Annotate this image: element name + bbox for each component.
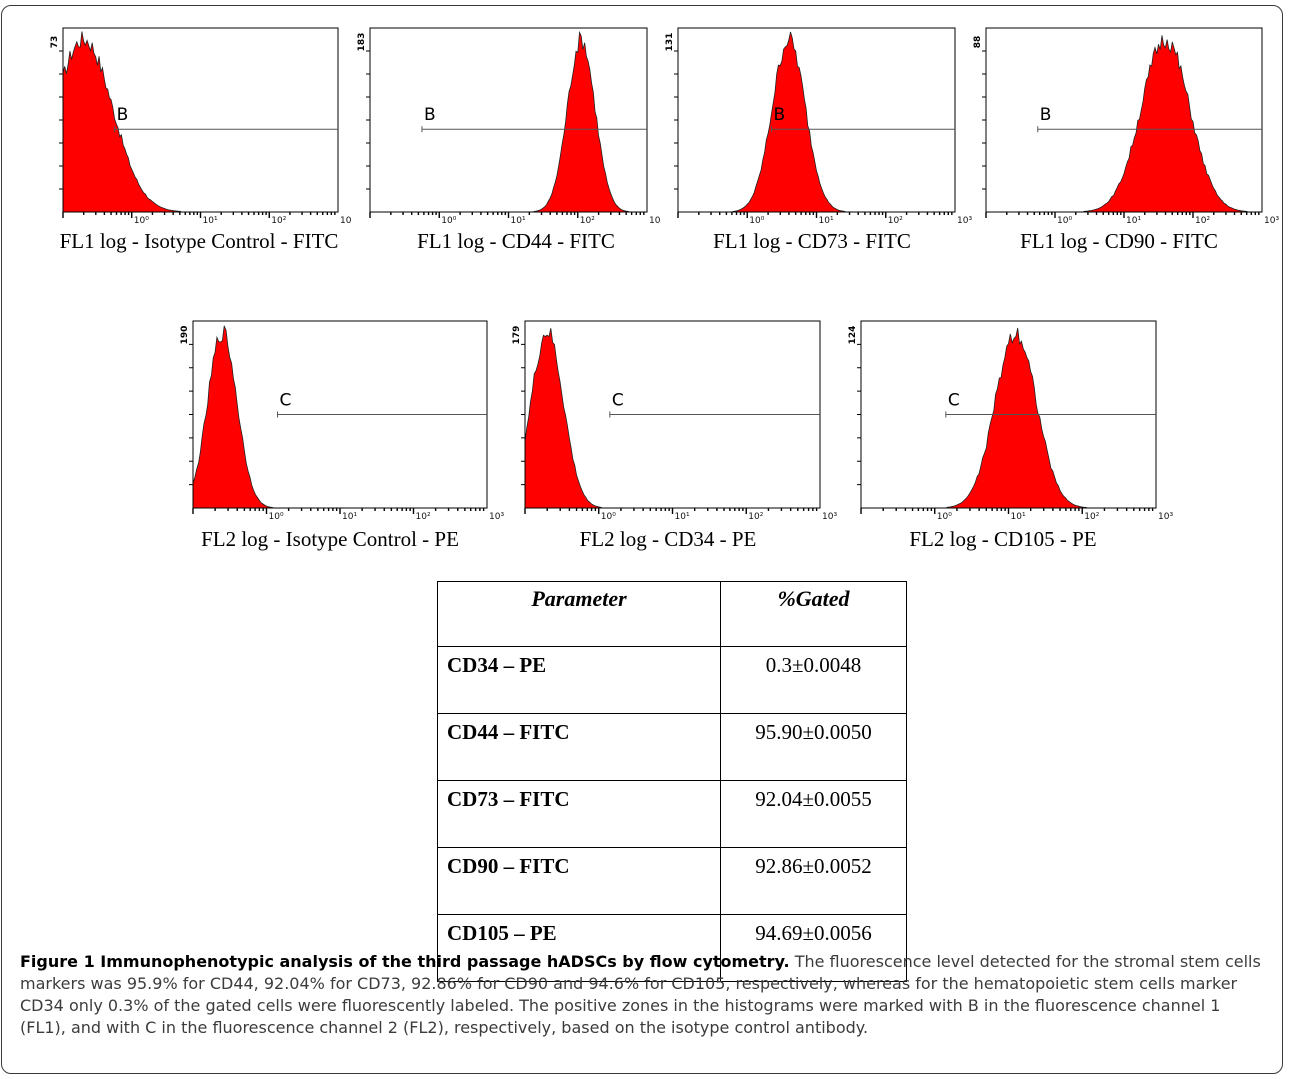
x-tick-label: 10² [271, 216, 286, 226]
panel-6-xlabel: FL2 log - CD34 - PE [579, 527, 757, 551]
histogram-panel-3: 131 10⁰ 10¹ 10² 10³ B [665, 27, 972, 226]
histogram-panels: 73 10⁰ 10¹ 10² 10 B 183 10⁰ 10¹ 10² 10 B 131 10⁰ 10¹ 10… [50, 27, 1279, 522]
panel-2-xlabel: FL1 log - CD44 - FITC [417, 229, 615, 253]
y-max-count-label: 73 [50, 36, 60, 49]
histogram-area [861, 327, 1156, 509]
x-tick-label: 10² [1195, 216, 1210, 226]
caption-body: The fluorescence level detected for the … [20, 952, 1261, 1037]
x-tick-label: 10¹ [342, 512, 357, 522]
x-tick-label: 10¹ [819, 216, 834, 226]
histogram-panel-1: 73 10⁰ 10¹ 10² 10 B [50, 27, 352, 226]
table-cell-parameter: CD90 – FITC [437, 847, 721, 915]
table-cell-parameter: CD73 – FITC [437, 780, 721, 848]
gate-label: B [773, 105, 785, 125]
table-cell-parameter: CD34 – PE [437, 646, 721, 714]
x-tick-label: 10⁰ [937, 512, 952, 522]
x-tick-label: 10² [580, 216, 595, 226]
panel-3-xlabel: FL1 log - CD73 - FITC [713, 229, 911, 253]
gating-results-table: Parameter %Gated CD34 – PE 0.3±0.0048 CD… [437, 581, 907, 982]
table-row: CD73 – FITC 92.04±0.0055 [437, 780, 907, 848]
table-row: CD90 – FITC 92.86±0.0052 [437, 847, 907, 915]
x-tick-label: 10⁰ [749, 216, 764, 226]
x-tick-label: 10³ [822, 512, 837, 522]
y-max-count-label: 179 [512, 326, 522, 345]
gate-label: C [612, 391, 624, 411]
figure-frame [1, 5, 1283, 1074]
table-cell-gated: 0.3±0.0048 [720, 646, 907, 714]
table-cell-parameter: CD105 – PE [437, 914, 721, 982]
histogram-panel-4: 88 10⁰ 10¹ 10² 10³ B [973, 27, 1279, 226]
x-tick-label: 10³ [1158, 512, 1173, 522]
x-tick-label: 10² [748, 512, 763, 522]
gate-label: C [280, 391, 292, 411]
table-cell-gated: 94.69±0.0056 [720, 914, 907, 982]
table-cell-gated: 92.04±0.0055 [720, 780, 907, 848]
table-cell-gated: 95.90±0.0050 [720, 713, 907, 781]
histogram-area [678, 31, 955, 213]
panel-4-xlabel: FL1 log - CD90 - FITC [1020, 229, 1218, 253]
table-row: CD34 – PE 0.3±0.0048 [437, 646, 907, 714]
figure-caption: Figure 1 Immunophenotypic analysis of th… [20, 951, 1270, 1039]
x-tick-label: 10¹ [1126, 216, 1141, 226]
histogram-area [370, 30, 647, 213]
histogram-area [524, 328, 820, 509]
x-tick-label: 10⁰ [441, 216, 456, 226]
table-header-row: Parameter %Gated [437, 581, 907, 647]
x-tick-label: 10 [340, 216, 352, 226]
x-tick-label: 10³ [1264, 216, 1279, 226]
x-tick-label: 10¹ [675, 512, 690, 522]
table-cell-gated: 92.86±0.0052 [720, 847, 907, 915]
table-row: CD44 – FITC 95.90±0.0050 [437, 713, 907, 781]
y-max-count-label: 190 [180, 326, 190, 345]
x-tick-label: 10² [1084, 512, 1099, 522]
gate-label: B [117, 105, 129, 125]
panel-7-xlabel: FL2 log - CD105 - PE [909, 527, 1097, 551]
x-tick-label: 10³ [957, 216, 972, 226]
histogram-panel-5: 190 10⁰ 10¹ 10² 10³ C [180, 320, 504, 522]
x-tick-label: 10¹ [1011, 512, 1026, 522]
histogram-area [986, 35, 1262, 213]
y-max-count-label: 124 [848, 326, 858, 345]
x-tick-label: 10¹ [511, 216, 526, 226]
histogram-panel-7: 124 10⁰ 10¹ 10² 10³ C [848, 320, 1173, 522]
histogram-panel-6: 179 10⁰ 10¹ 10² 10³ C [512, 320, 837, 522]
table-cell-parameter: CD44 – FITC [437, 713, 721, 781]
gate-label: B [1040, 105, 1052, 125]
x-tick-label: 10⁰ [134, 216, 149, 226]
histogram-area [62, 31, 338, 213]
x-tick-label: 10¹ [203, 216, 218, 226]
x-tick-label: 10² [888, 216, 903, 226]
x-tick-label: 10⁰ [601, 512, 616, 522]
panel-1-xlabel: FL1 log - Isotype Control - FITC [59, 229, 339, 253]
table-row: CD105 – PE 94.69±0.0056 [437, 914, 907, 982]
table-header-parameter: Parameter [437, 581, 721, 647]
y-max-count-label: 131 [665, 33, 675, 52]
table-header-gated: %Gated [720, 581, 907, 647]
y-max-count-label: 183 [357, 33, 367, 52]
caption-title: Figure 1 Immunophenotypic analysis of th… [20, 952, 790, 971]
panel-5-xlabel: FL2 log - Isotype Control - PE [201, 527, 459, 551]
x-tick-label: 10³ [489, 512, 504, 522]
x-tick-label: 10² [416, 512, 431, 522]
x-tick-label: 10⁰ [269, 512, 284, 522]
gate-label: C [948, 391, 960, 411]
x-tick-label: 10 [649, 216, 661, 226]
y-max-count-label: 88 [973, 36, 983, 49]
x-tick-label: 10⁰ [1057, 216, 1072, 226]
gate-label: B [424, 105, 436, 125]
histogram-panel-2: 183 10⁰ 10¹ 10² 10 B [357, 27, 661, 226]
histogram-area [192, 325, 487, 509]
